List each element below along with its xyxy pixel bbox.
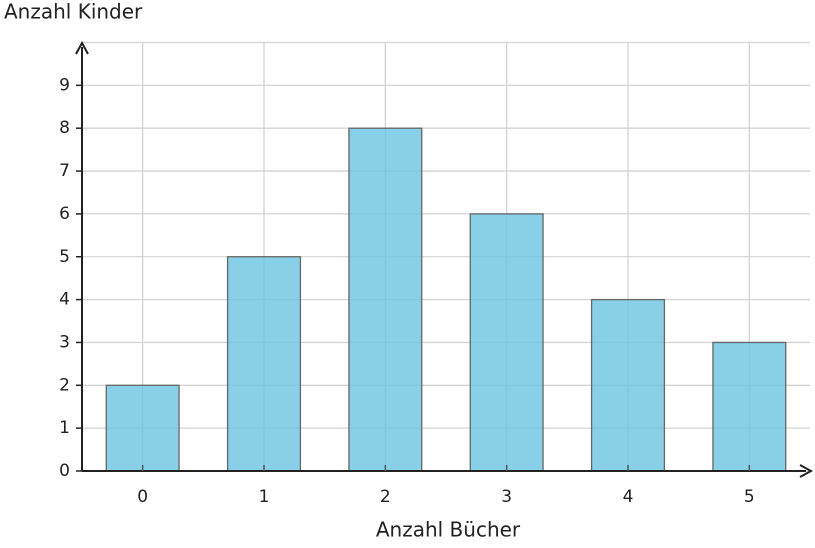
axes: 0 1 2 3 4 5 6 7 8 9 0 1 2 3 4 5 bbox=[59, 40, 814, 507]
x-tick-label: 3 bbox=[501, 487, 512, 507]
y-tick-label: 8 bbox=[59, 118, 70, 138]
x-arrow bbox=[799, 464, 814, 478]
grid bbox=[82, 41, 810, 472]
bar bbox=[590, 298, 666, 472]
y-tick-label: 6 bbox=[59, 204, 70, 224]
y-axis-label: Anzahl Kinder bbox=[4, 0, 143, 24]
bar bbox=[226, 256, 302, 472]
x-tick-label: 1 bbox=[259, 487, 270, 507]
x-tick-label: 4 bbox=[623, 487, 634, 507]
y-tick-label: 4 bbox=[59, 290, 70, 310]
y-tick-label: 9 bbox=[59, 75, 70, 95]
x-tick-label: 2 bbox=[380, 487, 391, 507]
y-tick-label: 3 bbox=[59, 332, 70, 352]
bars bbox=[105, 127, 787, 472]
bar bbox=[105, 384, 180, 472]
y-arrow bbox=[75, 40, 89, 55]
y-tick-label: 0 bbox=[59, 461, 70, 481]
x-tick-label: 0 bbox=[137, 487, 148, 507]
bar bbox=[712, 341, 787, 472]
bar bbox=[348, 127, 423, 472]
x-tick-label: 5 bbox=[744, 487, 755, 507]
bar bbox=[469, 213, 544, 472]
x-axis-label: Anzahl Bücher bbox=[376, 518, 521, 542]
y-tick-label: 1 bbox=[59, 418, 70, 438]
y-tick-label: 5 bbox=[59, 247, 70, 267]
y-tick-label: 2 bbox=[59, 375, 70, 395]
y-tick-label: 7 bbox=[59, 161, 70, 181]
